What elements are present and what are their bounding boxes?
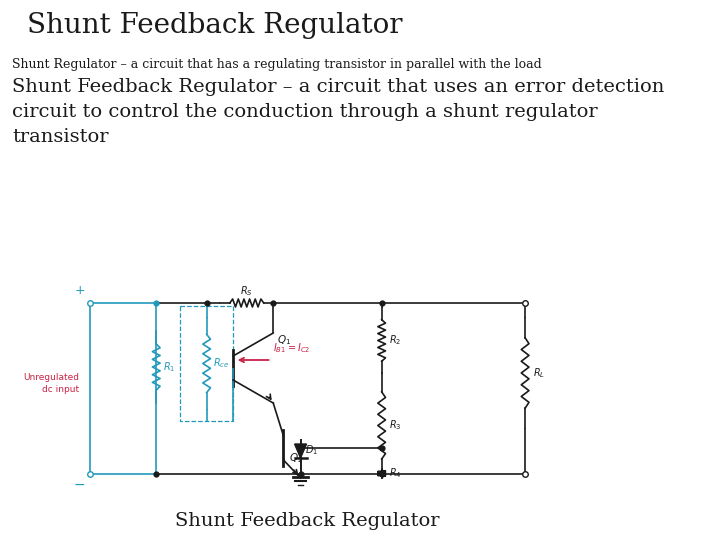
- Text: $Q_1$: $Q_1$: [276, 333, 291, 347]
- Polygon shape: [294, 444, 307, 458]
- Text: Shunt Feedback Regulator: Shunt Feedback Regulator: [175, 512, 440, 530]
- Text: $D_1$: $D_1$: [305, 443, 318, 457]
- Text: Shunt Feedback Regulator: Shunt Feedback Regulator: [27, 12, 402, 39]
- Text: −: −: [73, 478, 86, 492]
- Text: $R_2$: $R_2$: [390, 334, 402, 347]
- Text: $R_4$: $R_4$: [390, 467, 402, 481]
- Text: $Q_2$: $Q_2$: [289, 451, 302, 465]
- Text: $R_{ce}$: $R_{ce}$: [213, 356, 230, 370]
- Text: $R_3$: $R_3$: [390, 418, 402, 433]
- Text: Unregulated
dc input: Unregulated dc input: [24, 373, 79, 394]
- Text: +: +: [75, 284, 86, 297]
- Text: Shunt Feedback Regulator – a circuit that uses an error detection
circuit to con: Shunt Feedback Regulator – a circuit tha…: [12, 78, 665, 146]
- Text: Shunt Regulator – a circuit that has a regulating transistor in parallel with th: Shunt Regulator – a circuit that has a r…: [12, 58, 541, 71]
- Text: $I_{B1} = I_{C2}$: $I_{B1} = I_{C2}$: [273, 341, 310, 355]
- Text: $R_S$: $R_S$: [240, 284, 253, 298]
- Text: $R_1$: $R_1$: [163, 360, 176, 374]
- Text: $R_L$: $R_L$: [533, 366, 545, 380]
